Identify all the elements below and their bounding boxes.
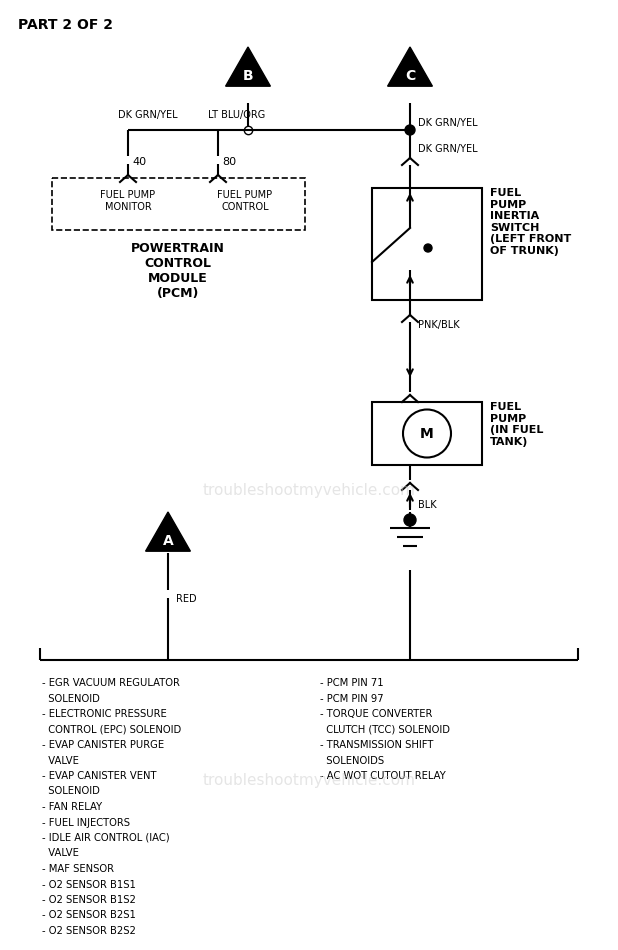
- Text: RED: RED: [176, 594, 197, 604]
- Text: DK GRN/YEL: DK GRN/YEL: [418, 118, 478, 128]
- Text: troubleshootmyvehicle.com: troubleshootmyvehicle.com: [203, 483, 415, 498]
- Bar: [372, 188, 482, 300]
- Text: - O2 SENSOR B1S2: - O2 SENSOR B1S2: [42, 895, 136, 905]
- Text: - TORQUE CONVERTER: - TORQUE CONVERTER: [320, 709, 433, 719]
- Text: troubleshootmyvehicle.com: troubleshootmyvehicle.com: [203, 772, 415, 788]
- Circle shape: [404, 514, 416, 526]
- Text: LT BLU/ORG: LT BLU/ORG: [208, 110, 265, 120]
- Text: SOLENOIDS: SOLENOIDS: [320, 755, 384, 766]
- Text: PNK/BLK: PNK/BLK: [418, 320, 460, 330]
- Bar: [372, 402, 482, 465]
- Text: BLK: BLK: [418, 500, 437, 510]
- Text: - MAF SENSOR: - MAF SENSOR: [42, 864, 114, 874]
- Text: FUEL PUMP
MONITOR: FUEL PUMP MONITOR: [101, 190, 156, 212]
- Text: - O2 SENSOR B2S2: - O2 SENSOR B2S2: [42, 926, 136, 936]
- Text: SOLENOID: SOLENOID: [42, 787, 100, 796]
- Text: C: C: [405, 69, 415, 84]
- Text: SOLENOID: SOLENOID: [42, 694, 100, 704]
- Text: CONTROL (EPC) SOLENOID: CONTROL (EPC) SOLENOID: [42, 725, 181, 734]
- Text: - EVAP CANISTER PURGE: - EVAP CANISTER PURGE: [42, 740, 164, 750]
- Text: 80: 80: [222, 157, 236, 167]
- Text: - FAN RELAY: - FAN RELAY: [42, 802, 102, 812]
- Text: - O2 SENSOR B2S1: - O2 SENSOR B2S1: [42, 910, 136, 921]
- Text: - FUEL INJECTORS: - FUEL INJECTORS: [42, 818, 130, 827]
- Text: B: B: [243, 69, 253, 84]
- Text: POWERTRAIN
CONTROL
MODULE
(PCM): POWERTRAIN CONTROL MODULE (PCM): [131, 242, 225, 300]
- Circle shape: [424, 244, 432, 252]
- Text: FUEL
PUMP
INERTIA
SWITCH
(LEFT FRONT
OF TRUNK): FUEL PUMP INERTIA SWITCH (LEFT FRONT OF …: [490, 188, 571, 256]
- Text: CLUTCH (TCC) SOLENOID: CLUTCH (TCC) SOLENOID: [320, 725, 450, 734]
- Text: - ELECTRONIC PRESSURE: - ELECTRONIC PRESSURE: [42, 709, 167, 719]
- Text: PART 2 OF 2: PART 2 OF 2: [18, 18, 113, 32]
- Polygon shape: [387, 47, 433, 86]
- Text: VALVE: VALVE: [42, 755, 79, 766]
- Text: - TRANSMISSION SHIFT: - TRANSMISSION SHIFT: [320, 740, 433, 750]
- Text: - AC WOT CUTOUT RELAY: - AC WOT CUTOUT RELAY: [320, 771, 446, 781]
- Text: 40: 40: [132, 157, 146, 167]
- Text: - EVAP CANISTER VENT: - EVAP CANISTER VENT: [42, 771, 156, 781]
- Text: - EGR VACUUM REGULATOR: - EGR VACUUM REGULATOR: [42, 678, 180, 688]
- Polygon shape: [226, 47, 271, 86]
- Circle shape: [405, 125, 415, 135]
- Text: FUEL
PUMP
(IN FUEL
TANK): FUEL PUMP (IN FUEL TANK): [490, 402, 543, 446]
- Polygon shape: [146, 512, 190, 551]
- Text: DK GRN/YEL: DK GRN/YEL: [118, 110, 177, 120]
- Text: DK GRN/YEL: DK GRN/YEL: [418, 144, 478, 154]
- Text: - IDLE AIR CONTROL (IAC): - IDLE AIR CONTROL (IAC): [42, 833, 169, 843]
- Bar: [52, 178, 305, 230]
- Text: - PCM PIN 71: - PCM PIN 71: [320, 678, 384, 688]
- Text: M: M: [420, 427, 434, 441]
- Text: - PCM PIN 97: - PCM PIN 97: [320, 694, 384, 704]
- Text: A: A: [163, 535, 174, 548]
- Text: - O2 SENSOR B1S1: - O2 SENSOR B1S1: [42, 880, 136, 889]
- Text: FUEL PUMP
CONTROL: FUEL PUMP CONTROL: [218, 190, 273, 212]
- Text: VALVE: VALVE: [42, 848, 79, 859]
